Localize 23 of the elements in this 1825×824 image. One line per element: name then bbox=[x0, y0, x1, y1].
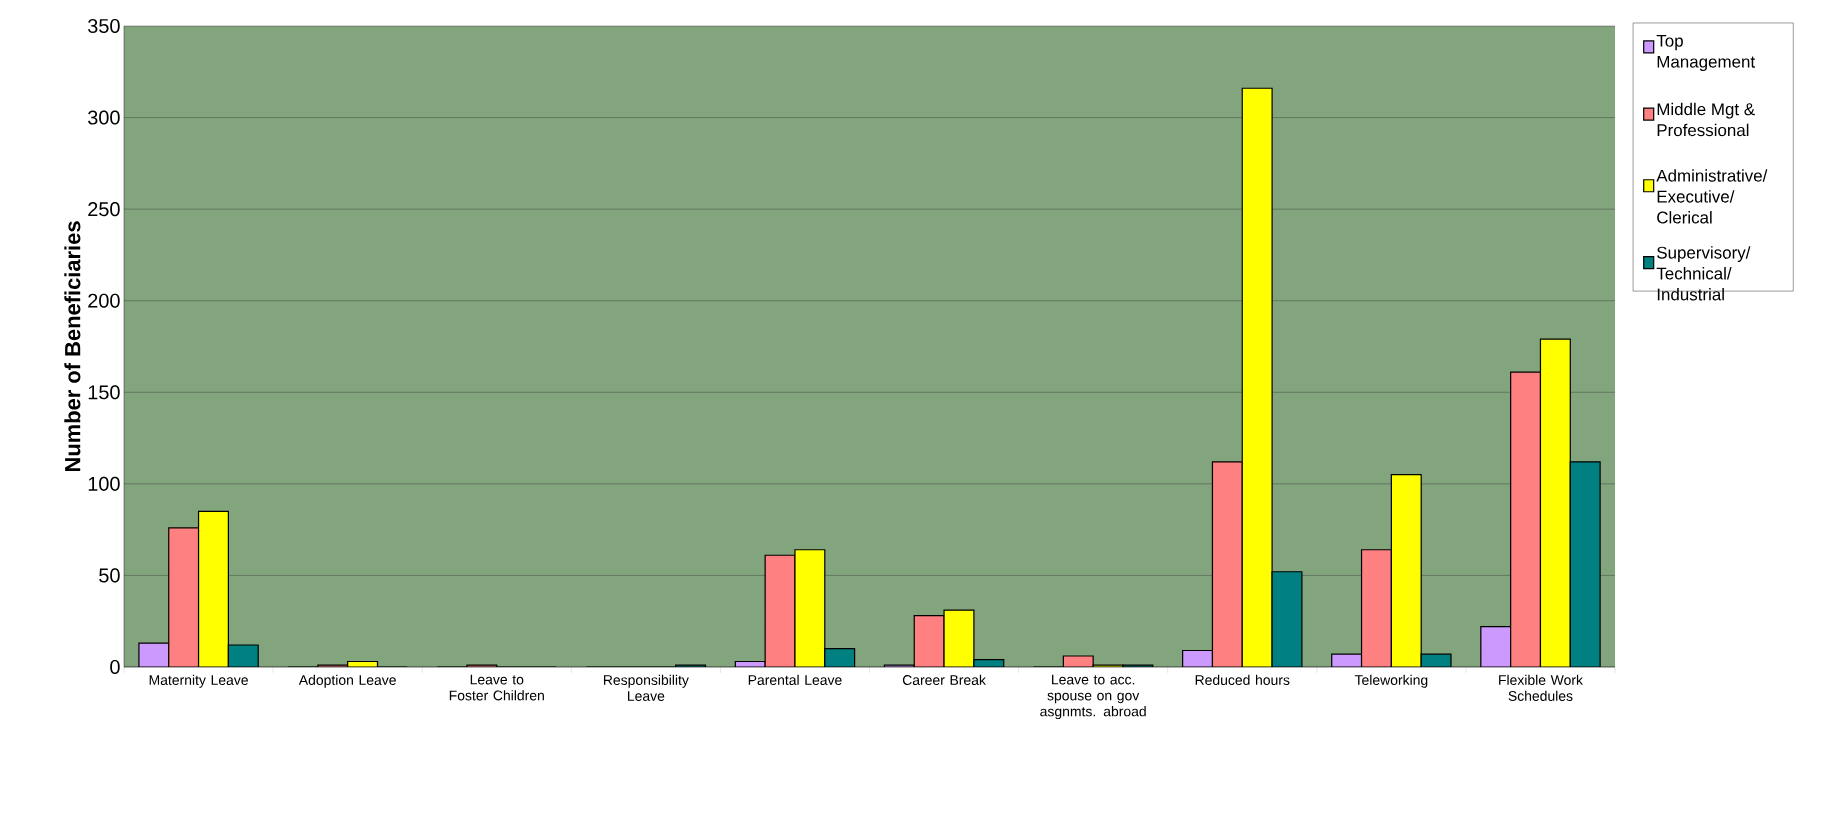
x-tick-label: Career Break bbox=[902, 674, 986, 685]
x-tick-label: Parental Leave bbox=[748, 674, 842, 685]
legend-label: Top Management bbox=[1656, 34, 1755, 72]
legend-label: Middle Mgt & Professional bbox=[1657, 102, 1755, 137]
x-tick-label: Maternity Leave bbox=[149, 674, 248, 688]
y-tick-label: 200 bbox=[88, 293, 120, 308]
x-tick-label: Reduced hours bbox=[1195, 674, 1290, 685]
y-tick-label: 50 bbox=[99, 568, 120, 583]
y-tick-label: 0 bbox=[110, 659, 120, 675]
y-tick-label: 350 bbox=[88, 18, 120, 34]
x-tick-label: Responsibility Leave bbox=[603, 674, 689, 701]
y-tick-label: 100 bbox=[88, 476, 120, 491]
legend-label: Supervisory/ Technical/ Industrial bbox=[1656, 246, 1751, 301]
y-tick-label: 300 bbox=[88, 110, 120, 125]
y-axis-title: Number of Beneficiaries bbox=[64, 221, 81, 472]
x-tick-label: Leave to acc. spouse on gov asgnmts. abroad bbox=[1040, 674, 1146, 720]
x-tick-label: Teleworking bbox=[1354, 674, 1428, 688]
y-tick-label: 150 bbox=[88, 385, 120, 400]
legend-label: Administrative/ Executive/ Clerical bbox=[1656, 169, 1768, 224]
x-tick-label: Leave to Foster Children bbox=[449, 674, 544, 701]
y-tick-label: 250 bbox=[88, 202, 120, 217]
x-tick-label: Adoption Leave bbox=[298, 674, 396, 688]
x-tick-label: Flexible Work Schedules bbox=[1499, 674, 1583, 701]
